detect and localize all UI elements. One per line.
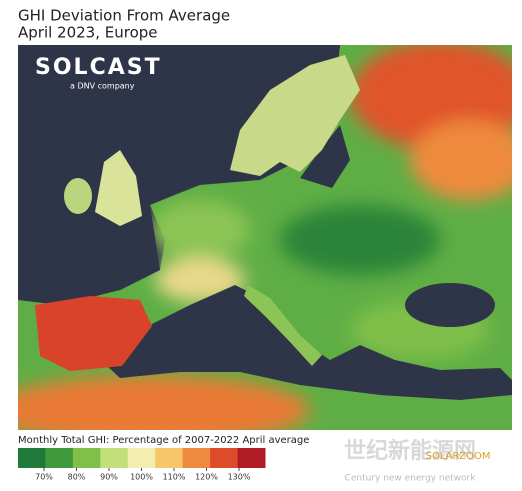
colorbar-segment xyxy=(45,448,74,468)
baltic xyxy=(300,125,350,188)
tick-label: 110% xyxy=(163,473,186,482)
watermark-brand: SOLARZOOM xyxy=(425,451,490,462)
britain xyxy=(95,150,142,226)
colorbar-segment xyxy=(72,448,101,468)
colorbar-segment xyxy=(155,448,184,468)
watermark-en: Century new energy network xyxy=(345,474,477,484)
colorbar-segment xyxy=(127,448,156,468)
logo-name: SOLCAST xyxy=(35,55,162,80)
tick-label: 90% xyxy=(100,473,118,482)
ireland xyxy=(64,178,92,214)
italy xyxy=(244,285,322,366)
map: SOLCAST a DNV company xyxy=(18,45,512,430)
logo-tagline: a DNV company xyxy=(70,82,135,91)
colorbar-segment xyxy=(100,448,129,468)
colorbar-segment xyxy=(210,448,239,468)
subtitle: April 2023, Europe xyxy=(18,24,158,42)
colorbar: 70% 80% 90% 100% 110% 120% 130% xyxy=(18,448,266,482)
scandinavia xyxy=(230,55,360,176)
title: GHI Deviation From Average xyxy=(18,7,230,25)
colorbar-segment xyxy=(182,448,211,468)
colorbar-title: Monthly Total GHI: Percentage of 2007-20… xyxy=(18,435,309,446)
colorbar-segment xyxy=(237,448,266,468)
colorbar-segment xyxy=(18,448,46,468)
iberia xyxy=(35,296,152,371)
black-sea xyxy=(405,283,495,327)
tick-label: 120% xyxy=(195,473,218,482)
watermark: 世纪新能源网 xyxy=(344,438,476,464)
tick-label: 80% xyxy=(68,473,86,482)
tick-label: 70% xyxy=(35,473,53,482)
tick-label: 100% xyxy=(130,473,153,482)
tick-label: 130% xyxy=(228,473,251,482)
